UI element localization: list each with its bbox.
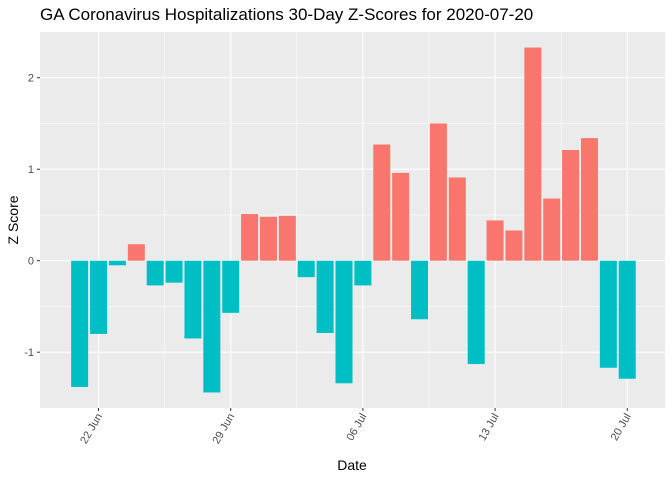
x-tick-label: 22 Jun (78, 412, 105, 447)
y-tick-label: 1 (28, 164, 34, 176)
y-axis-title: Z Score (5, 195, 21, 244)
x-tick-label: 29 Jun (210, 412, 237, 447)
bar (259, 216, 277, 261)
x-axis-title: Date (337, 457, 367, 473)
bar (373, 144, 391, 261)
y-tick-label: 2 (28, 73, 34, 85)
bar (467, 260, 485, 365)
bar (108, 260, 126, 266)
bar (524, 47, 542, 261)
bar (505, 230, 523, 261)
bar (71, 260, 89, 387)
bar (222, 260, 240, 313)
bar (392, 172, 410, 261)
bar (146, 260, 164, 286)
bar (354, 260, 372, 286)
y-tick-label: 0 (28, 256, 34, 268)
bar (316, 260, 334, 333)
bar (278, 215, 296, 261)
bar (429, 123, 447, 261)
bar (127, 244, 145, 261)
bar (297, 260, 315, 278)
x-tick-label: 20 Jul (609, 412, 634, 443)
bar (203, 260, 221, 393)
bar (90, 260, 108, 334)
bar (411, 260, 429, 320)
x-tick-label: 13 Jul (477, 412, 502, 443)
bar (184, 260, 202, 339)
chart-title: GA Coronavirus Hospitalizations 30-Day Z… (40, 5, 533, 24)
bar (241, 214, 259, 261)
y-tick-label: -1 (24, 347, 34, 359)
bar (486, 220, 504, 261)
bar (580, 138, 598, 261)
bar (562, 150, 580, 261)
bar (448, 177, 466, 261)
bar (599, 260, 617, 368)
x-tick-label: 06 Jul (344, 412, 369, 443)
bar (335, 260, 353, 384)
bar (165, 260, 183, 283)
bar (543, 198, 561, 261)
bar (618, 260, 636, 379)
